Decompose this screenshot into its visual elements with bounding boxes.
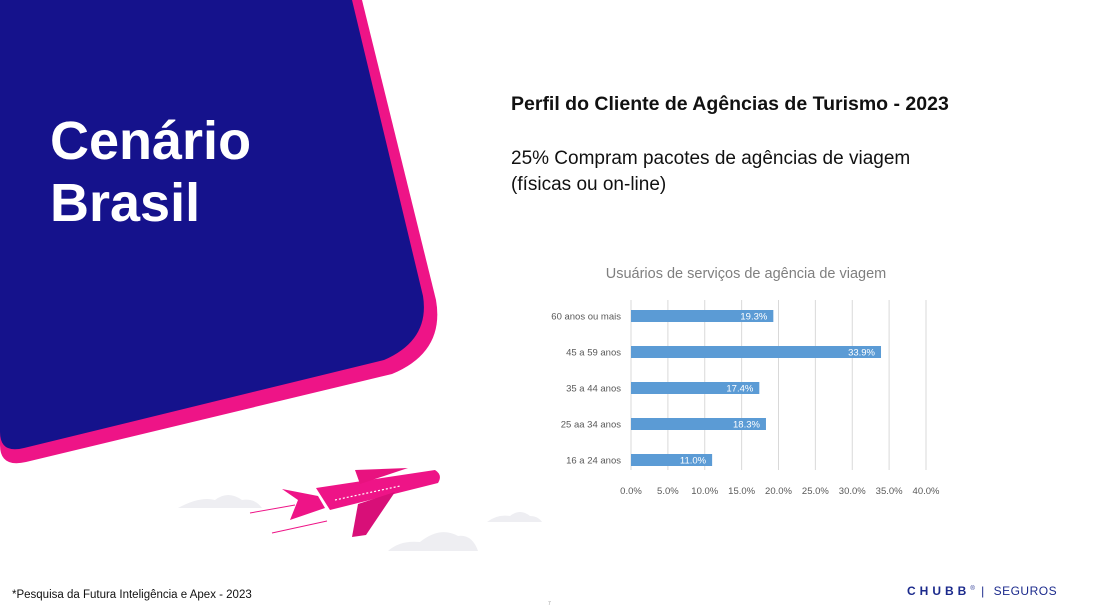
chart-data-label: 11.0%	[680, 456, 707, 467]
chart-category-label: 35 a 44 anos	[566, 384, 621, 395]
chart-x-tick-label: 25.0%	[802, 486, 829, 497]
hero-title: Cenário Brasil	[50, 110, 251, 234]
chart-x-tick-label: 20.0%	[765, 486, 792, 497]
chart-x-ticks: 0.0% 5.0% 10.0% 15.0% 20.0% 25.0% 30.0% 35.0% 40…	[620, 486, 940, 497]
page-number: 7	[548, 601, 551, 607]
chart-x-tick-label: 35.0%	[876, 486, 903, 497]
chart-data-label: 17.4%	[726, 384, 753, 395]
airplane-icon	[249, 468, 440, 537]
chart-category-label: 16 a 24 anos	[566, 456, 621, 467]
chart-x-tick-label: 40.0%	[913, 486, 940, 497]
chart-x-tick-label: 15.0%	[728, 486, 755, 497]
hero-title-line: Brasil	[50, 173, 201, 233]
chart-category-label: 25 aa 34 anos	[561, 420, 621, 431]
chubb-logo: CHUBB® | SEGUROS	[907, 584, 1057, 598]
chart-category-labels: 60 anos ou mais 45 a 59 anos 35 a 44 anos 2…	[551, 312, 621, 467]
logo-wordmark: CHUBB	[907, 584, 971, 598]
chart-x-tick-label: 30.0%	[839, 486, 866, 497]
chart-data-label: 19.3%	[740, 312, 767, 323]
chart-title: Usuários de serviços de agência de viage…	[606, 266, 886, 282]
cloud-icon	[178, 495, 542, 551]
stat-line: 25% Compram pacotes de agências de viage…	[511, 148, 911, 169]
chart-bar	[631, 454, 713, 466]
logo-separator: |	[981, 584, 985, 598]
stat-line: (físicas ou on-line)	[511, 174, 667, 195]
logo-mark: ®	[970, 586, 975, 592]
chart-category-label: 60 anos ou mais	[551, 312, 621, 323]
chart-x-tick-label: 10.0%	[691, 486, 718, 497]
chart-bar	[631, 310, 774, 322]
chart-bar	[631, 418, 766, 430]
chart-bar	[631, 346, 882, 358]
section-heading: Perfil do Cliente de Agências de Turismo…	[511, 93, 949, 115]
chart-data-label: 33.9%	[848, 348, 875, 359]
footnote: *Pesquisa da Futura Inteligência e Apex …	[12, 589, 252, 601]
logo-suffix: SEGUROS	[993, 584, 1058, 598]
bar-chart: Usuários de serviços de agência de viage…	[551, 266, 940, 497]
hero-panel	[0, 0, 424, 450]
chart-bar	[631, 382, 760, 394]
chart-category-label: 45 a 59 anos	[566, 348, 621, 359]
hero-title-line: Cenário	[50, 111, 252, 171]
chart-data-label: 18.3%	[733, 420, 760, 431]
chart-x-tick-label: 0.0%	[620, 486, 642, 497]
stat-text: 25% Compram pacotes de agências de viage…	[511, 146, 1031, 198]
chart-x-tick-label: 5.0%	[657, 486, 679, 497]
chart-bars: 19.3% 33.9% 17.4% 18.3% 11.0%	[631, 310, 882, 467]
